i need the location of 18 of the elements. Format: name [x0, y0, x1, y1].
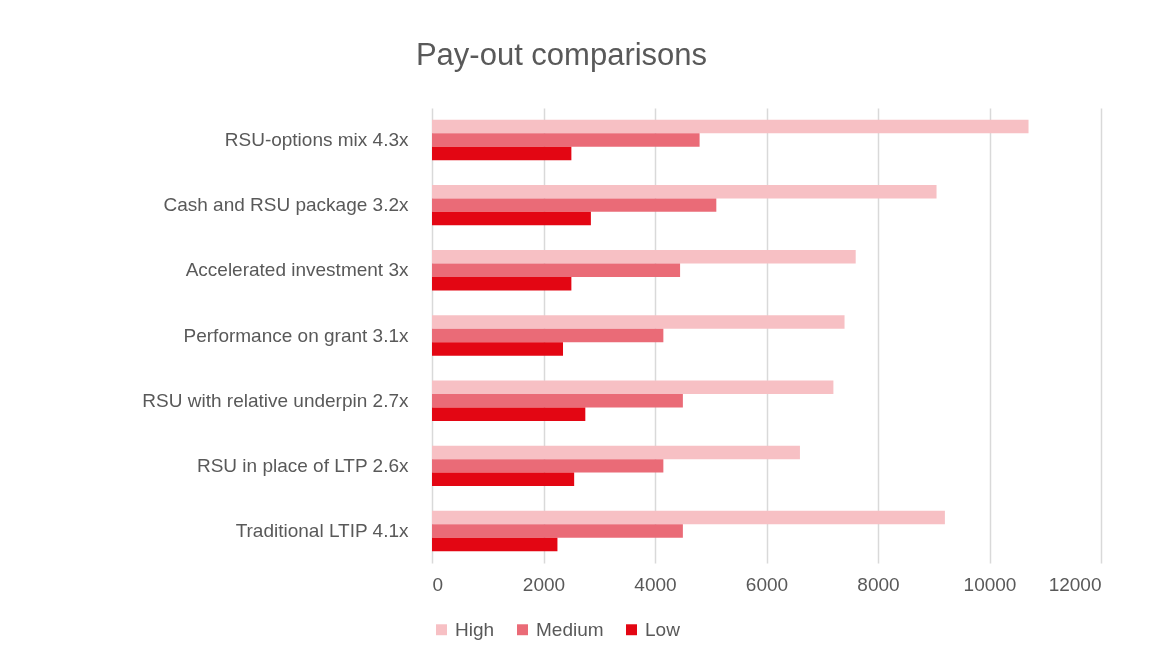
x-tick-label: 4000	[634, 573, 677, 595]
y-tick-label: RSU with relative underpin 2.7x	[142, 389, 409, 411]
legend-label: High	[455, 618, 495, 640]
y-tick-label: Performance on grant 3.1x	[183, 324, 409, 346]
y-tick-label: Cash and RSU package 3.2x	[163, 194, 409, 216]
x-tick-label: 8000	[857, 573, 900, 595]
x-tick-label: 0	[432, 573, 444, 595]
y-tick-label: RSU-options mix 4.3x	[224, 128, 409, 150]
y-tick-label: RSU in place of LTP 2.6x	[196, 454, 409, 476]
y-tick-label: Accelerated investment 3x	[185, 259, 409, 281]
y-tick-label: Traditional LTIP 4.1x	[235, 520, 409, 542]
x-tick-label: 6000	[745, 573, 789, 595]
x-tick-label: 2000	[522, 573, 566, 595]
chart-title: Pay-out comparisons	[415, 37, 708, 72]
x-tick-label: 12000	[1048, 573, 1102, 595]
legend-label: Medium	[536, 618, 604, 640]
x-tick-label: 10000	[963, 573, 1017, 595]
legend-label: Low	[645, 618, 681, 640]
